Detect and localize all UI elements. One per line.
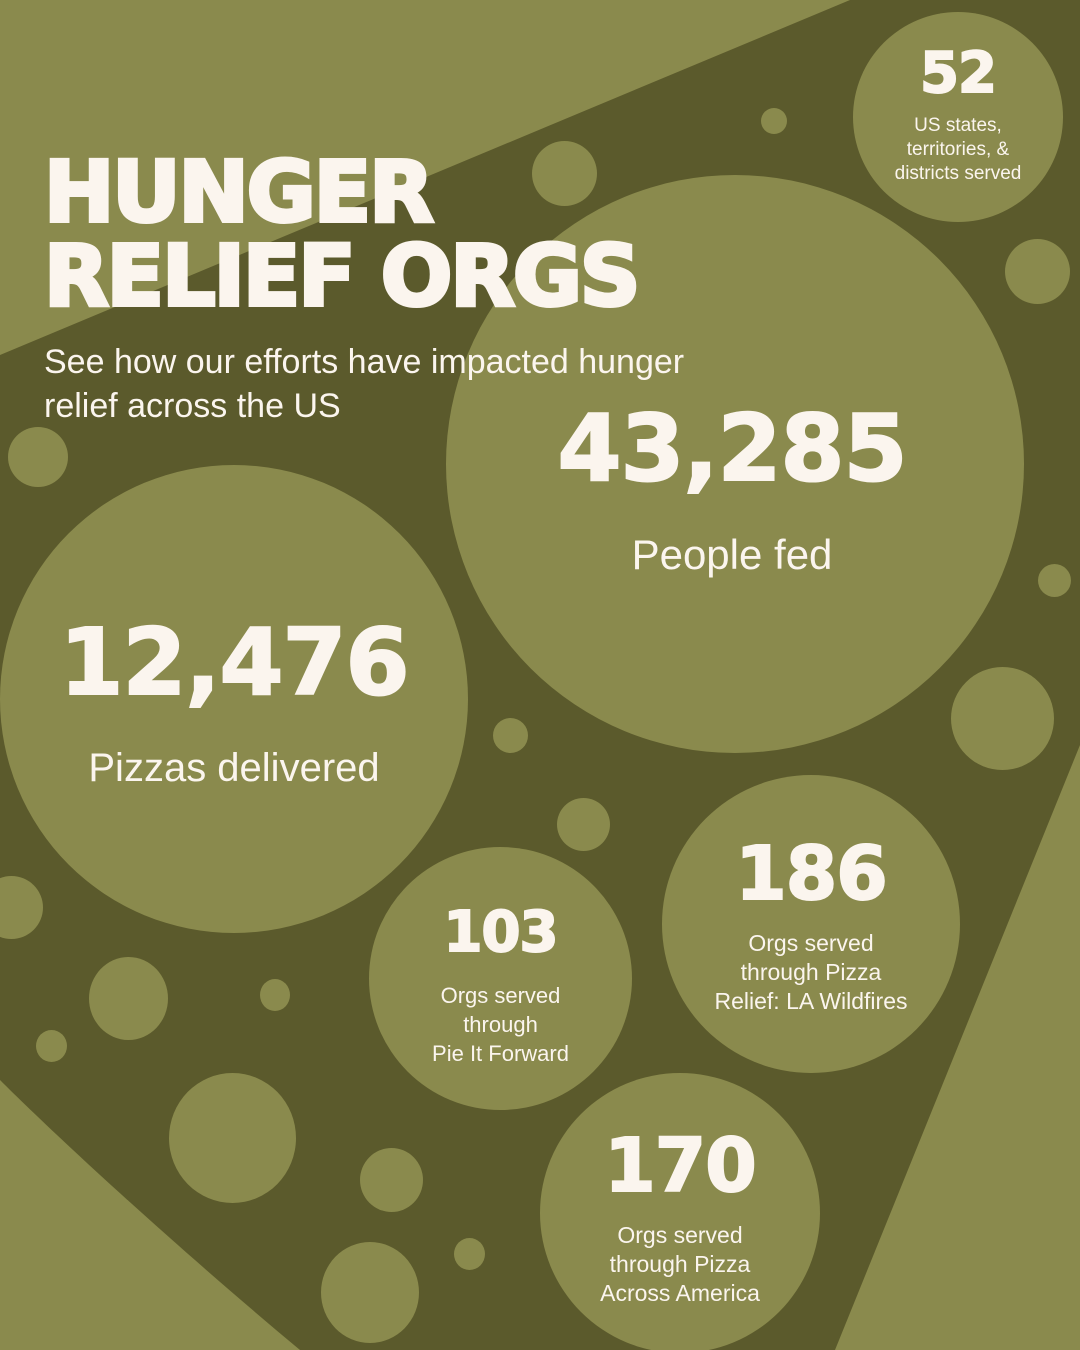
stat-label: Orgs served through Pizza Relief: LA Wil… [714,930,908,1014]
stat-la-wildfires: 186 Orgs served through Pizza Relief: LA… [662,775,960,1073]
stat-label: Orgs served through Pizza Across America [600,1222,760,1306]
decorative-dot [557,798,610,851]
decorative-dot [951,667,1054,770]
decorative-dot [493,718,528,753]
stat-label: US states, territories, & districts serv… [894,115,1022,184]
decorative-dot [761,108,787,134]
decorative-dot [454,1238,485,1270]
stat-label: Pizzas delivered [88,746,380,790]
stat-label: People fed [631,531,833,578]
page-subtitle: See how our efforts have impacted hunger… [44,343,685,425]
stat-value: 186 [734,831,888,917]
stat-pizza-across-america: 170 Orgs served through Pizza Across Ame… [540,1073,820,1350]
decorative-dot [260,979,290,1011]
stat-value: 52 [919,41,998,106]
decorative-dot [8,427,68,487]
decorative-dot [1005,239,1070,304]
stat-value: 170 [603,1123,757,1209]
stat-value: 12,476 [58,609,410,716]
stat-us-states: 52 US states, territories, & districts s… [853,12,1063,222]
decorative-dot [1038,564,1071,597]
decorative-dot [89,957,168,1040]
decorative-dot [532,141,597,206]
stat-value: 103 [443,900,560,965]
stat-label: Orgs served through Pie It Forward [432,983,569,1066]
stat-value: 43,285 [556,395,908,502]
stat-people-fed: 43,285 People fed [446,175,1024,753]
page-title: HUNGER RELIEF ORGS [42,143,642,325]
decorative-dot [321,1242,419,1343]
decorative-dot [360,1148,423,1212]
decorative-dot [36,1030,67,1062]
stat-pizzas-delivered: 12,476 Pizzas delivered [0,465,468,933]
stat-pie-it-forward: 103 Orgs served through Pie It Forward [369,847,632,1110]
decorative-dot [169,1073,296,1203]
